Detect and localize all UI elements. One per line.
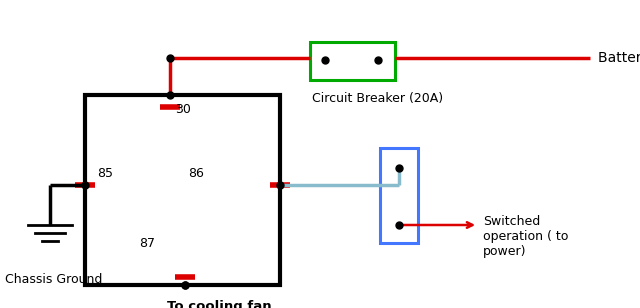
Text: 85: 85	[97, 167, 113, 180]
Text: 30: 30	[175, 103, 191, 116]
Text: Battery power: Battery power	[598, 51, 640, 65]
Text: Chassis Ground: Chassis Ground	[5, 273, 102, 286]
Bar	[310, 42, 395, 80]
Text: To cooling fan: To cooling fan	[167, 300, 271, 308]
Bar	[85, 95, 280, 285]
Text: 86: 86	[188, 167, 204, 180]
Bar	[380, 148, 418, 243]
Text: 87: 87	[140, 237, 156, 250]
Text: Switched
operation ( to
power): Switched operation ( to power)	[483, 215, 568, 258]
Text: Circuit Breaker (20A): Circuit Breaker (20A)	[312, 92, 443, 105]
